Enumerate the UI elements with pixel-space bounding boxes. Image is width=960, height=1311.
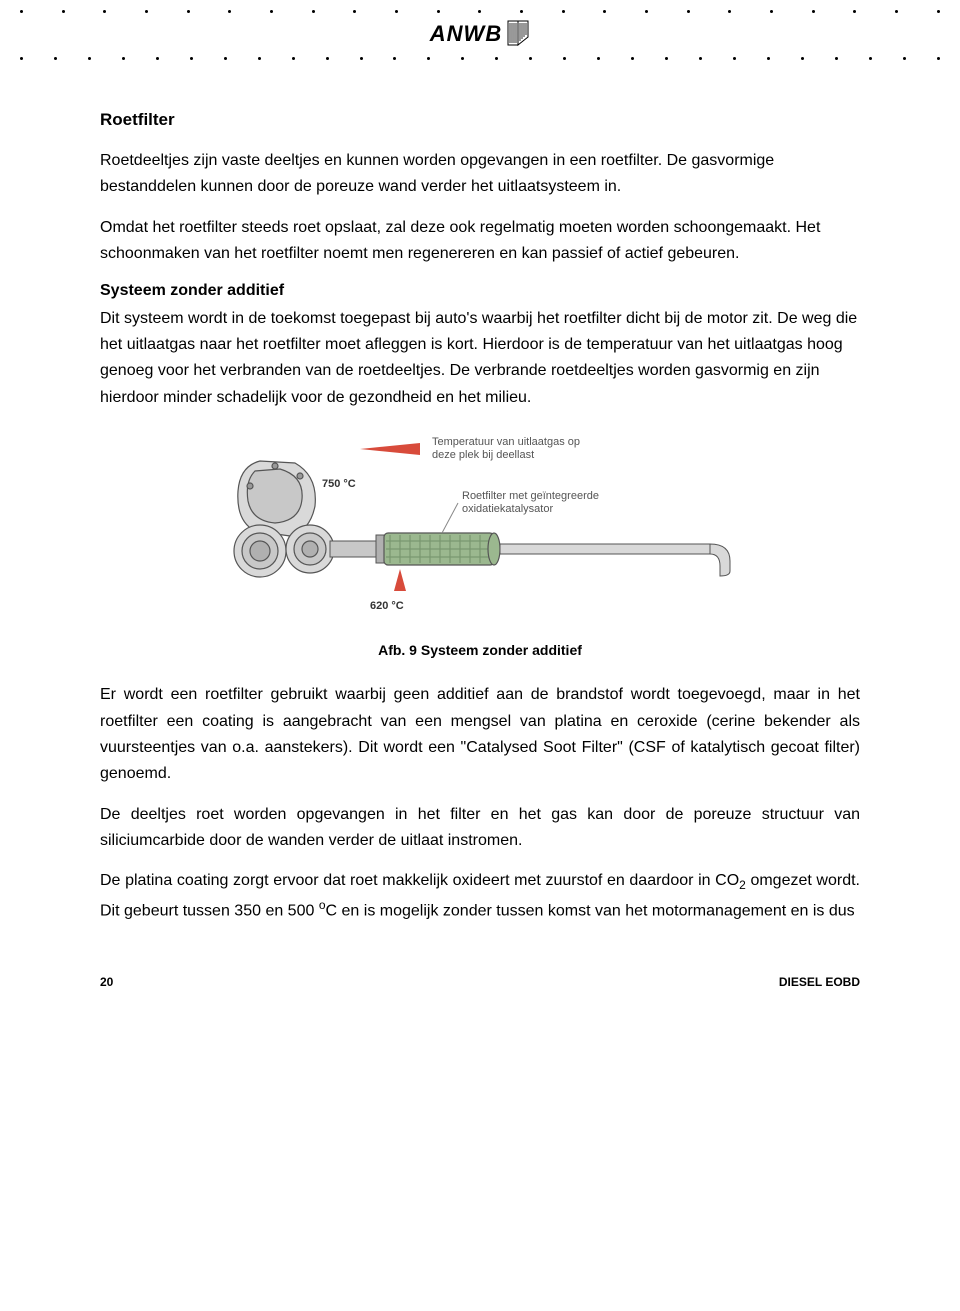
- subheading: Systeem zonder additief: [100, 282, 860, 300]
- decorative-dot: [427, 57, 430, 60]
- decorative-dot: [520, 10, 523, 13]
- decorative-dot: [665, 57, 668, 60]
- decorative-dot: [699, 57, 702, 60]
- decorative-dot: [395, 10, 398, 13]
- section-heading: Roetfilter: [100, 110, 860, 130]
- decorative-dot: [103, 10, 106, 13]
- diagram-svg: Temperatuur van uitlaatgas op deze plek …: [200, 431, 760, 621]
- decorative-dot: [88, 57, 91, 60]
- decorative-dot: [903, 57, 906, 60]
- para6-post: C en is mogelijk zonder tussen komst van…: [326, 903, 855, 920]
- paragraph-2: Omdat het roetfilter steeds roet opslaat…: [100, 215, 860, 268]
- decorative-dot: [326, 57, 329, 60]
- logo-text: ANWB: [430, 21, 530, 47]
- diagram-temp-low: 620 °C: [370, 600, 404, 612]
- decorative-dot: [597, 57, 600, 60]
- diagram-label-filter2: oxidatiekatalysator: [462, 503, 553, 515]
- decorative-dot: [937, 57, 940, 60]
- decorative-dot: [495, 57, 498, 60]
- diagram-label-top1: Temperatuur van uitlaatgas op: [432, 436, 580, 448]
- diagram-label-top2: deze plek bij deellast: [432, 449, 534, 461]
- decorative-dot: [312, 10, 315, 13]
- para6-sub: 2: [739, 879, 746, 893]
- arrow-temp-high-icon: [360, 443, 420, 455]
- decorative-dot: [770, 10, 773, 13]
- para6-sup: o: [319, 898, 326, 912]
- logo-mark-icon: [506, 19, 530, 47]
- decorative-dot: [393, 57, 396, 60]
- decorative-dot: [190, 57, 193, 60]
- decorative-dot: [54, 57, 57, 60]
- paragraph-1: Roetdeeltjes zijn vaste deeltjes en kunn…: [100, 148, 860, 201]
- paragraph-4: Er wordt een roetfilter gebruikt waarbij…: [100, 682, 860, 788]
- diagram-temp-high: 750 °C: [322, 478, 356, 490]
- decorative-dot: [437, 10, 440, 13]
- decorative-dot: [62, 10, 65, 13]
- decorative-dot: [529, 57, 532, 60]
- paragraph-6: De platina coating zorgt ervoor dat roet…: [100, 868, 860, 925]
- decorative-dot: [224, 57, 227, 60]
- page-footer: 20 DIESEL EOBD: [100, 975, 860, 989]
- decorative-dot: [122, 57, 125, 60]
- decorative-dot: [20, 57, 23, 60]
- decorative-dot: [767, 57, 770, 60]
- decorative-dot: [461, 57, 464, 60]
- decorative-dot: [853, 10, 856, 13]
- decorative-dot: [869, 57, 872, 60]
- decorative-dot: [728, 10, 731, 13]
- decorative-dot: [895, 10, 898, 13]
- decorative-dot: [478, 10, 481, 13]
- figure-diagram: Temperatuur van uitlaatgas op deze plek …: [100, 431, 860, 626]
- para6-pre: De platina coating zorgt ervoor dat roet…: [100, 872, 739, 889]
- decorative-dot: [353, 10, 356, 13]
- decorative-dot: [645, 10, 648, 13]
- decorative-dot: [801, 57, 804, 60]
- decorative-dot: [733, 57, 736, 60]
- decorative-dot: [258, 57, 261, 60]
- decorative-dot: [360, 57, 363, 60]
- decorative-dot: [187, 10, 190, 13]
- paragraph-5: De deeltjes roet worden opgevangen in he…: [100, 802, 860, 855]
- decorative-dot: [145, 10, 148, 13]
- arrow-temp-low-icon: [394, 569, 406, 591]
- diagram-label-filter1: Roetfilter met geïntegreerde: [462, 490, 599, 502]
- decorative-dots-top: [0, 10, 960, 13]
- decorative-dot: [812, 10, 815, 13]
- decorative-dot: [563, 57, 566, 60]
- decorative-dot: [270, 10, 273, 13]
- logo-container: ANWB: [0, 21, 960, 47]
- paragraph-3: Dit systeem wordt in de toekomst toegepa…: [100, 306, 860, 412]
- decorative-dot: [603, 10, 606, 13]
- decorative-dot: [156, 57, 159, 60]
- doc-title: DIESEL EOBD: [779, 975, 860, 989]
- decorative-dot: [20, 10, 23, 13]
- decorative-dot: [835, 57, 838, 60]
- page-number: 20: [100, 975, 113, 989]
- decorative-dot: [631, 57, 634, 60]
- decorative-dots-bottom: [0, 57, 960, 60]
- decorative-dot: [937, 10, 940, 13]
- decorative-dot: [562, 10, 565, 13]
- decorative-dot: [687, 10, 690, 13]
- logo-label: ANWB: [430, 21, 502, 46]
- decorative-dot: [292, 57, 295, 60]
- figure-caption: Afb. 9 Systeem zonder additief: [100, 642, 860, 658]
- decorative-dot: [228, 10, 231, 13]
